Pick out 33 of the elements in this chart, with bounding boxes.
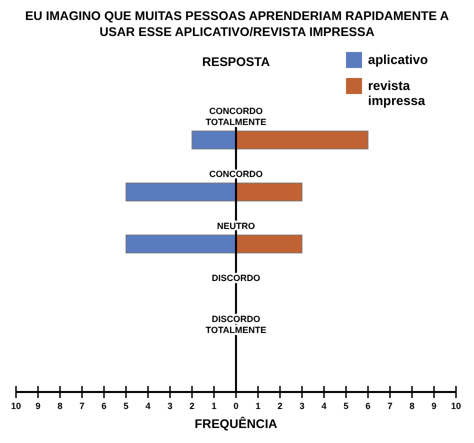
x-tick-label: 2	[277, 401, 283, 411]
y-tick-label: CONCORDO TOTALMENTE	[206, 106, 266, 127]
bar	[236, 130, 368, 150]
bar	[126, 182, 236, 202]
x-tick-label: 8	[57, 401, 63, 411]
bar	[192, 130, 236, 150]
x-tick-label: 0	[233, 401, 239, 411]
x-axis-title: FREQUÊNCIA	[194, 416, 278, 431]
x-tick-label: 7	[79, 401, 85, 411]
x-tick-label: 9	[431, 401, 437, 411]
bar	[236, 182, 302, 202]
x-tick-label: 2	[189, 401, 195, 411]
x-tick-label: 10	[450, 401, 462, 411]
x-tick-label: 5	[123, 401, 129, 411]
x-tick-label: 4	[321, 401, 327, 411]
x-tick-label: 4	[145, 401, 151, 411]
x-tick-label: 9	[35, 401, 41, 411]
legend-label: revista impressa	[368, 78, 426, 108]
legend-label: aplicativo	[368, 52, 428, 67]
bar	[236, 234, 302, 254]
x-tick-label: 5	[343, 401, 349, 411]
y-axis-title: RESPOSTA	[202, 55, 270, 69]
x-tick-label: 3	[299, 401, 305, 411]
bar	[126, 234, 236, 254]
x-tick-label: 7	[387, 401, 393, 411]
x-tick-label: 6	[101, 401, 107, 411]
x-tick-label: 1	[255, 401, 261, 411]
x-tick-label: 1	[211, 401, 217, 411]
x-tick-label: 10	[10, 401, 22, 411]
x-tick-label: 3	[167, 401, 173, 411]
x-tick-label: 6	[365, 401, 371, 411]
chart-title: EU IMAGINO QUE MUITAS PESSOAS APRENDERIAM RAPIDAMENTE A USAR ESSE APLICATIVO/REVISTA IMPRESSA	[25, 9, 449, 39]
x-tick-label: 8	[409, 401, 415, 411]
